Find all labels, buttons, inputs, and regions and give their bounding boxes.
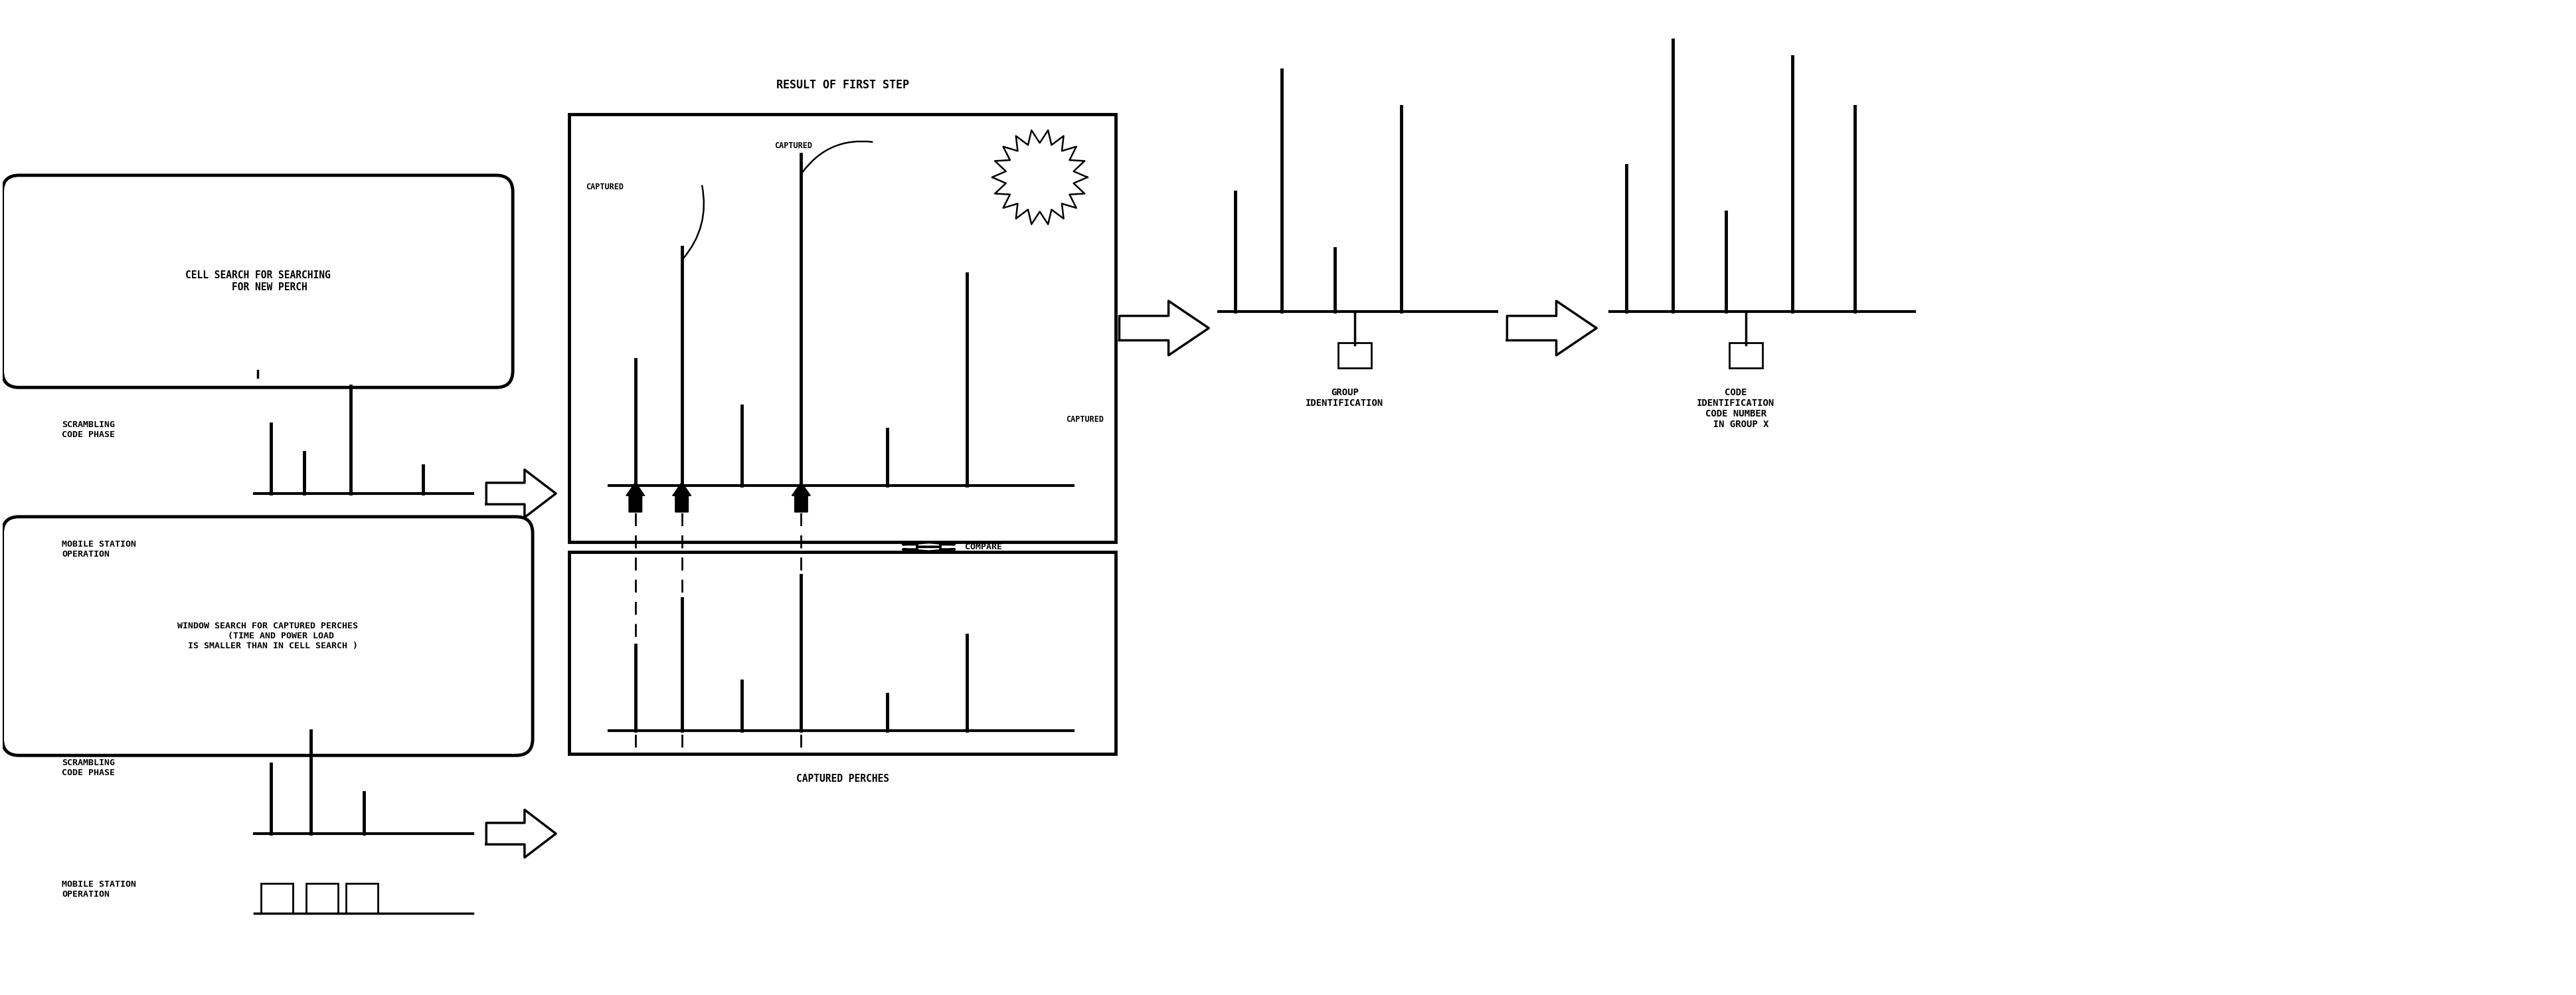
- Text: SCRAMBLING
CODE PHASE: SCRAMBLING CODE PHASE: [62, 759, 116, 777]
- Text: RESULT OF FIRST STEP: RESULT OF FIRST STEP: [775, 80, 909, 92]
- FancyBboxPatch shape: [3, 175, 513, 387]
- Text: SCRAMBLING
CODE PHASE: SCRAMBLING CODE PHASE: [62, 421, 116, 439]
- Bar: [569, 552, 1115, 754]
- Polygon shape: [992, 130, 1087, 224]
- Bar: [1728, 342, 1762, 368]
- Polygon shape: [626, 483, 644, 512]
- Polygon shape: [791, 483, 811, 512]
- Text: WINDOW SEARCH FOR CAPTURED PERCHES
     (TIME AND POWER LOAD
  IS SMALLER THAN I: WINDOW SEARCH FOR CAPTURED PERCHES (TIME…: [178, 622, 358, 651]
- Polygon shape: [1507, 300, 1597, 355]
- Text: CAPTURED: CAPTURED: [585, 183, 623, 192]
- Polygon shape: [902, 547, 956, 551]
- Polygon shape: [672, 483, 690, 512]
- Text: CAPTURED: CAPTURED: [1066, 415, 1105, 424]
- Text: COMPARE: COMPARE: [966, 542, 1002, 551]
- Text: CODE
IDENTIFICATION
CODE NUMBER
  IN GROUP X: CODE IDENTIFICATION CODE NUMBER IN GROUP…: [1698, 388, 1775, 430]
- Polygon shape: [902, 542, 956, 547]
- Text: CELL SEARCH FOR SEARCHING
    FOR NEW PERCH: CELL SEARCH FOR SEARCHING FOR NEW PERCH: [185, 271, 330, 293]
- Text: CAPTURED PERCHES: CAPTURED PERCHES: [796, 774, 889, 784]
- Polygon shape: [487, 470, 556, 517]
- Polygon shape: [487, 810, 556, 858]
- Bar: [260, 884, 294, 913]
- Text: CAPTURED: CAPTURED: [775, 142, 811, 150]
- Text: MOBILE STATION
OPERATION: MOBILE STATION OPERATION: [62, 880, 137, 898]
- Bar: [345, 884, 379, 913]
- Text: NEW: NEW: [1033, 173, 1046, 182]
- Bar: [307, 884, 337, 913]
- Polygon shape: [1121, 300, 1208, 355]
- Bar: [255, 547, 474, 582]
- FancyBboxPatch shape: [3, 516, 533, 755]
- Bar: [1337, 342, 1370, 368]
- Bar: [569, 114, 1115, 542]
- Text: GROUP
IDENTIFICATION: GROUP IDENTIFICATION: [1306, 388, 1383, 408]
- Text: MOBILE STATION
OPERATION: MOBILE STATION OPERATION: [62, 540, 137, 558]
